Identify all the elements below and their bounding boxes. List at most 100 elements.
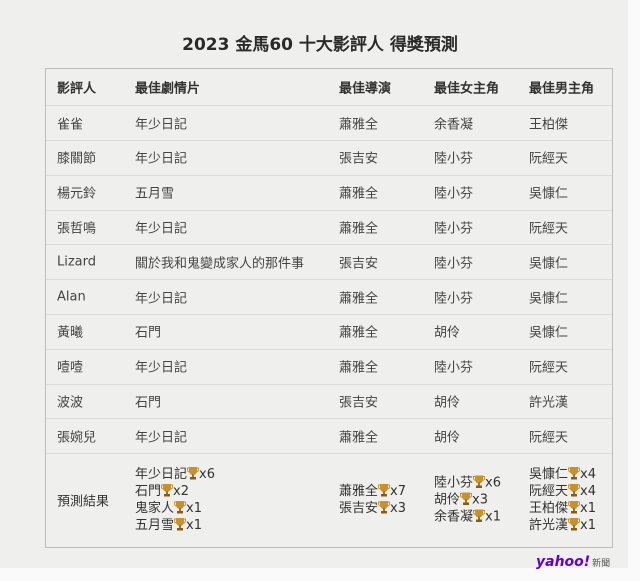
cell-best-actor: 阮經天 xyxy=(529,151,569,167)
cell-best-actor: 許光漢 xyxy=(529,395,569,411)
trophy-icon xyxy=(378,483,391,497)
result-item: 年少日記 x6 xyxy=(135,466,215,483)
cell-best-director: 蕭雅全 xyxy=(339,117,379,132)
result-name: 張吉安 xyxy=(339,501,379,516)
result-item: 余香凝 x1 xyxy=(434,509,501,526)
trophy-icon xyxy=(473,475,486,489)
result-name: 五月雪 xyxy=(135,518,175,533)
cell-best-film: 年少日記 xyxy=(135,430,188,446)
result-name: 蕭雅全 xyxy=(339,484,379,499)
result-count: x3 xyxy=(390,501,406,516)
cell-best-actress: 胡伶 xyxy=(434,430,461,446)
result-item: 王柏傑 x1 xyxy=(529,500,596,517)
cell-critic: 波波 xyxy=(57,395,84,411)
cell-best-actor: 吳慷仁 xyxy=(529,291,569,306)
cell-best-director: 張吉安 xyxy=(339,256,379,272)
cell-critic: 黃曦 xyxy=(57,325,84,341)
cell-best-actress: 陸小芬 xyxy=(434,221,474,237)
header-best-film: 最佳劇情片 xyxy=(135,81,201,97)
table-row: 噎噎 年少日記 蕭雅全 陸小芬 阮經天 xyxy=(46,349,612,385)
trophy-icon xyxy=(378,500,391,514)
cell-best-actress: 余香凝 xyxy=(434,117,474,132)
cell-best-film: 關於我和鬼變成家人的那件事 xyxy=(135,256,305,272)
results-label: 預測結果 xyxy=(57,494,110,510)
table-row: 黃曦 石門 蕭雅全 胡伶 吳慷仁 xyxy=(46,314,612,350)
result-name: 吳慷仁 xyxy=(529,467,569,482)
trophy-icon xyxy=(568,466,581,480)
result-item: 張吉安 x3 xyxy=(339,500,406,517)
cell-best-director: 蕭雅全 xyxy=(339,221,379,237)
table-row: 張婉兒 年少日記 蕭雅全 胡伶 阮經天 xyxy=(46,418,612,455)
cell-best-film: 年少日記 xyxy=(135,291,188,306)
cell-best-actress: 陸小芬 xyxy=(434,256,474,272)
cell-best-actress: 陸小芬 xyxy=(434,291,474,306)
result-item: 阮經天 x4 xyxy=(529,483,596,500)
cell-critic: 膝關節 xyxy=(57,151,97,167)
result-count: x1 xyxy=(580,518,596,533)
cell-best-film: 五月雪 xyxy=(135,186,175,202)
trophy-icon xyxy=(187,466,200,480)
result-name: 石門 xyxy=(135,484,162,499)
cell-best-actress: 陸小芬 xyxy=(434,186,474,202)
result-name: 年少日記 xyxy=(135,467,188,482)
cell-best-director: 張吉安 xyxy=(339,395,379,411)
trophy-icon xyxy=(473,509,486,523)
results-best-actor: 吳慷仁 x4 阮經天 x4 王柏傑 x1 許光漢 x1 xyxy=(529,466,596,534)
results-best-director: 蕭雅全 x7 張吉安 x3 xyxy=(339,483,406,517)
cell-best-actress: 陸小芬 xyxy=(434,151,474,167)
logo-brand: yahoo! xyxy=(536,554,591,570)
result-item: 石門 x2 xyxy=(135,483,215,500)
cell-best-director: 蕭雅全 xyxy=(339,325,379,341)
cell-critic: 噎噎 xyxy=(57,360,84,376)
result-count: x3 xyxy=(472,492,488,508)
result-item: 陸小芬 x6 xyxy=(434,475,501,492)
result-name: 阮經天 xyxy=(529,484,569,499)
table-row: 楊元鈴 五月雪 蕭雅全 陸小芬 吳慷仁 xyxy=(46,175,612,211)
cell-best-actress: 陸小芬 xyxy=(434,360,474,376)
results-best-film: 年少日記 x6 石門 x2 鬼家人 x1 五月雪 x1 xyxy=(135,466,215,534)
trophy-icon xyxy=(174,500,187,514)
card xyxy=(0,0,628,568)
logo-suffix: 新聞 xyxy=(592,559,611,569)
result-item: 吳慷仁 x4 xyxy=(529,466,596,483)
cell-best-actor: 王柏傑 xyxy=(529,117,569,132)
result-count: x1 xyxy=(485,509,501,525)
cell-best-actor: 吳慷仁 xyxy=(529,256,569,272)
results-row: 預測結果 年少日記 x6 石門 x2 鬼家人 x1 五月雪 x1 蕭雅全 x7 張吉安 x3 陸小芬 x6… xyxy=(46,453,612,547)
result-name: 許光漢 xyxy=(529,518,569,533)
results-best-actress: 陸小芬 x6 胡伶 x3 余香凝 x1 xyxy=(434,475,501,526)
header-best-actor: 最佳男主角 xyxy=(529,81,595,97)
result-item: 鬼家人 x1 xyxy=(135,500,215,517)
result-name: 余香凝 xyxy=(434,509,474,525)
cell-critic: 張婉兒 xyxy=(57,430,97,446)
result-name: 鬼家人 xyxy=(135,501,175,516)
cell-best-actor: 阮經天 xyxy=(529,221,569,237)
header-best-actress: 最佳女主角 xyxy=(434,81,500,97)
cell-best-film: 石門 xyxy=(135,325,162,341)
table-row: Lizard 關於我和鬼變成家人的那件事 張吉安 陸小芬 吳慷仁 xyxy=(46,244,612,281)
result-count: x7 xyxy=(390,484,406,499)
result-item: 五月雪 x1 xyxy=(135,517,215,534)
cell-best-film: 石門 xyxy=(135,395,162,411)
cell-critic: 楊元鈴 xyxy=(57,186,97,202)
result-item: 許光漢 x1 xyxy=(529,517,596,534)
trophy-icon xyxy=(460,492,473,506)
result-item: 胡伶 x3 xyxy=(434,492,501,509)
result-count: x2 xyxy=(173,484,189,499)
result-count: x4 xyxy=(580,484,596,499)
cell-best-actor: 阮經天 xyxy=(529,360,569,376)
trophy-icon xyxy=(174,517,187,531)
cell-best-actress: 胡伶 xyxy=(434,395,461,411)
cell-best-actress: 胡伶 xyxy=(434,325,461,341)
result-count: x4 xyxy=(580,467,596,482)
result-count: x1 xyxy=(186,501,202,516)
result-name: 陸小芬 xyxy=(434,475,474,491)
yahoo-news-logo: yahoo! 新聞 xyxy=(536,554,610,570)
table-row: 張哲鳴 年少日記 蕭雅全 陸小芬 阮經天 xyxy=(46,209,612,246)
table-row: 波波 石門 張吉安 胡伶 許光漢 xyxy=(46,383,612,420)
trophy-icon xyxy=(568,483,581,497)
cell-best-director: 蕭雅全 xyxy=(339,360,379,376)
trophy-icon xyxy=(568,500,581,514)
trophy-icon xyxy=(161,483,174,497)
cell-best-actor: 吳慷仁 xyxy=(529,186,569,202)
